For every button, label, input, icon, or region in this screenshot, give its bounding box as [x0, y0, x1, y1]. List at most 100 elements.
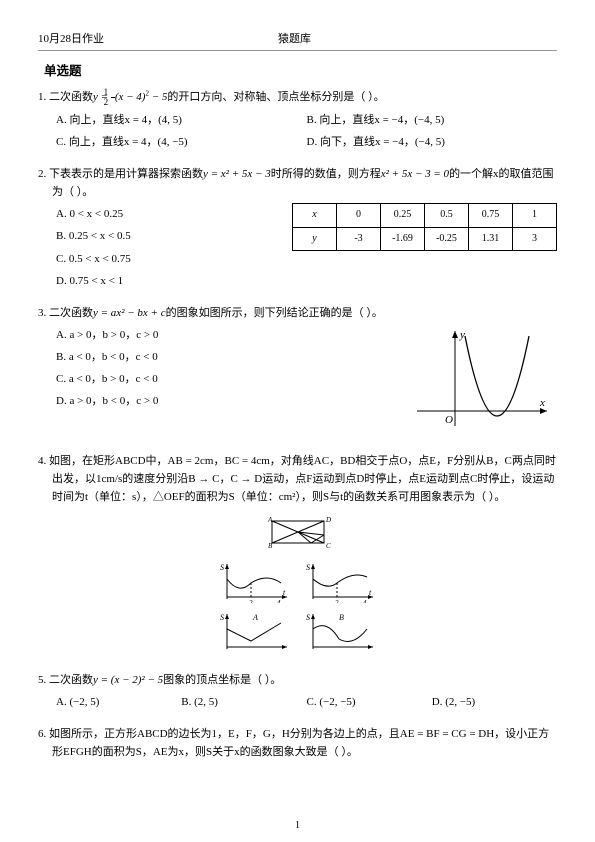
- question-2: 2. 下表表示的是用计算器探索函数y = x² + 5x − 3时所得的数值，则…: [38, 165, 557, 294]
- cell: 3: [513, 227, 557, 251]
- q6-num: 6.: [38, 728, 46, 740]
- cell: 1.31: [469, 227, 513, 251]
- q6-stem: 6. 如图所示，正方形ABCD的边长为1，E，F，G，H分别为各边上的点，且AE…: [38, 725, 557, 761]
- q3-graph: O y x: [407, 326, 557, 442]
- svg-text:t: t: [283, 588, 286, 597]
- q2-opts: A. 0 < x < 0.25 B. 0.25 < x < 0.5 C. 0.5…: [38, 205, 282, 294]
- q1-eq-r: (x − 4): [115, 91, 146, 103]
- q1-opts: A. 向上，直线x = 4，(4, 5) B. 向上，直线x = −4，(−4,…: [38, 111, 557, 155]
- svg-text:2: 2: [249, 599, 253, 603]
- q2-table: x 0 0.25 0.5 0.75 1 y -3 -1.69 -0.25 1.3…: [292, 203, 557, 251]
- question-5: 5. 二次函数y = (x − 2)² − 5图象的顶点坐标是（ ）。 A. (…: [38, 671, 557, 715]
- question-6: 6. 如图所示，正方形ABCD的边长为1，E，F，G，H分别为各边上的点，且AE…: [38, 725, 557, 761]
- q2-opt-c: C. 0.5 < x < 0.75: [38, 250, 282, 268]
- q3-eq: y = ax² − bx + c: [93, 307, 166, 319]
- q3-opts: A. a > 0，b > 0，c > 0 B. a < 0，b < 0，c < …: [38, 326, 407, 415]
- q1-text-b: 的开口方向、对称轴、顶点坐标分别是（ ）。: [167, 91, 384, 103]
- cell: -0.25: [425, 227, 469, 251]
- svg-text:A: A: [267, 516, 273, 524]
- q1-opt-a: A. 向上，直线x = 4，(4, 5): [56, 111, 307, 129]
- svg-text:B: B: [339, 613, 344, 622]
- svg-text:S: S: [306, 613, 310, 622]
- q5-text-b: 图象的顶点坐标是（ ）。: [163, 674, 281, 686]
- svg-text:t: t: [369, 588, 372, 597]
- q2-opt-b: B. 0.25 < x < 0.5: [38, 227, 282, 245]
- cell: 0.25: [381, 204, 425, 228]
- q5-opts: A. (−2, 5) B. (2, 5) C. (−2, −5) D. (2, …: [38, 693, 557, 715]
- q5-opt-b: B. (2, 5): [181, 693, 306, 711]
- header-mid: 猿题库: [278, 30, 311, 48]
- q4-text: 如图，在矩形ABCD中，AB = 2cm，BC = 4cm，对角线AC，BD相交…: [49, 455, 556, 503]
- table-row: x 0 0.25 0.5 0.75 1: [293, 204, 557, 228]
- q4-figures: A D B C St 2 4 St 2 4: [38, 513, 557, 661]
- q3-text-a: 二次函数: [49, 307, 93, 319]
- q5-num: 5.: [38, 674, 46, 686]
- svg-text:4: 4: [363, 599, 367, 603]
- q3-text-b: 的图象如图所示，则下列结论正确的是（ ）。: [166, 307, 383, 319]
- q3-opt-b: B. a < 0，b < 0，c < 0: [38, 348, 407, 366]
- q5-opt-d: D. (2, −5): [432, 693, 557, 711]
- q4-stem: 4. 如图，在矩形ABCD中，AB = 2cm，BC = 4cm，对角线AC，B…: [38, 452, 557, 506]
- q1-num: 1.: [38, 91, 46, 103]
- q1-opt-d: D. 向下，直线x = −4，(−4, 5): [307, 133, 558, 151]
- q2-eq1: y = x² + 5x − 3: [203, 168, 271, 180]
- cell: 0.5: [425, 204, 469, 228]
- q5-stem: 5. 二次函数y = (x − 2)² − 5图象的顶点坐标是（ ）。: [38, 671, 557, 689]
- q2-opt-d: D. 0.75 < x < 1: [38, 272, 282, 290]
- q3-opt-d: D. a > 0，b < 0，c > 0: [38, 392, 407, 410]
- cell: y: [293, 227, 337, 251]
- page-header: 10月28日作业 猿题库: [38, 30, 557, 48]
- q5-eq: y = (x − 2)² − 5: [93, 674, 163, 686]
- q3-stem: 3. 二次函数y = ax² − bx + c的图象如图所示，则下列结论正确的是…: [38, 304, 557, 322]
- q1-opt-c: C. 向上，直线x = 4，(4, −5): [56, 133, 307, 151]
- q1-stem: 1. 二次函数y = 12(x − 4)2 − 5的开口方向、对称轴、顶点坐标分…: [38, 88, 557, 107]
- axis-x: x: [539, 397, 545, 409]
- parabola-icon: O y x: [407, 326, 557, 436]
- cell: 1: [513, 204, 557, 228]
- svg-text:A: A: [252, 613, 258, 622]
- svg-text:S: S: [220, 563, 224, 572]
- axis-y: y: [459, 329, 465, 341]
- svg-text:S: S: [220, 613, 224, 622]
- svg-text:2: 2: [335, 599, 339, 603]
- q5-text-a: 二次函数: [49, 674, 93, 686]
- q5-opt-c: C. (−2, −5): [307, 693, 432, 711]
- q3-num: 3.: [38, 307, 46, 319]
- q2-table-wrap: x 0 0.25 0.5 0.75 1 y -3 -1.69 -0.25 1.3…: [292, 203, 557, 251]
- q1-opt-b: B. 向上，直线x = −4，(−4, 5): [307, 111, 558, 129]
- q3-opt-a: A. a > 0，b > 0，c > 0: [38, 326, 407, 344]
- svg-text:C: C: [326, 542, 331, 550]
- question-3: 3. 二次函数y = ax² − bx + c的图象如图所示，则下列结论正确的是…: [38, 304, 557, 442]
- q4-graphs-row2: SA SB: [213, 609, 383, 655]
- table-row: y -3 -1.69 -0.25 1.31 3: [293, 227, 557, 251]
- q2-text-a: 下表表示的是用计算器探索函数: [49, 168, 203, 180]
- q5-opt-a: A. (−2, 5): [56, 693, 181, 711]
- header-rule: [38, 50, 557, 51]
- q1-eq-end: − 5: [149, 91, 167, 103]
- q2-eq2: x² + 5x − 3 = 0: [381, 168, 449, 180]
- header-left: 10月28日作业: [38, 30, 278, 48]
- q2-stem: 2. 下表表示的是用计算器探索函数y = x² + 5x − 3时所得的数值，则…: [38, 165, 557, 201]
- svg-text:S: S: [306, 563, 310, 572]
- question-1: 1. 二次函数y = 12(x − 4)2 − 5的开口方向、对称轴、顶点坐标分…: [38, 88, 557, 155]
- q4-graphs-row1: St 2 4 St 2 4: [213, 559, 383, 603]
- question-4: 4. 如图，在矩形ABCD中，AB = 2cm，BC = 4cm，对角线AC，B…: [38, 452, 557, 661]
- cell: x: [293, 204, 337, 228]
- cell: 0: [337, 204, 381, 228]
- q2-text-b: 时所得的数值，则方程: [271, 168, 381, 180]
- page-number: 1: [0, 818, 595, 835]
- section-title: 单选题: [44, 61, 557, 82]
- svg-text:4: 4: [277, 599, 281, 603]
- q2-num: 2.: [38, 168, 46, 180]
- q1-text-a: 二次函数: [49, 91, 93, 103]
- rectangle-diagram-icon: A D B C: [258, 513, 338, 553]
- q2-opt-a: A. 0 < x < 0.25: [38, 205, 282, 223]
- axis-o: O: [445, 414, 453, 426]
- q4-num: 4.: [38, 455, 46, 467]
- cell: -3: [337, 227, 381, 251]
- q3-opt-c: C. a < 0，b > 0，c < 0: [38, 370, 407, 388]
- svg-text:D: D: [325, 516, 331, 524]
- cell: -1.69: [381, 227, 425, 251]
- cell: 0.75: [469, 204, 513, 228]
- q6-text: 如图所示，正方形ABCD的边长为1，E，F，G，H分别为各边上的点，且AE = …: [49, 728, 549, 758]
